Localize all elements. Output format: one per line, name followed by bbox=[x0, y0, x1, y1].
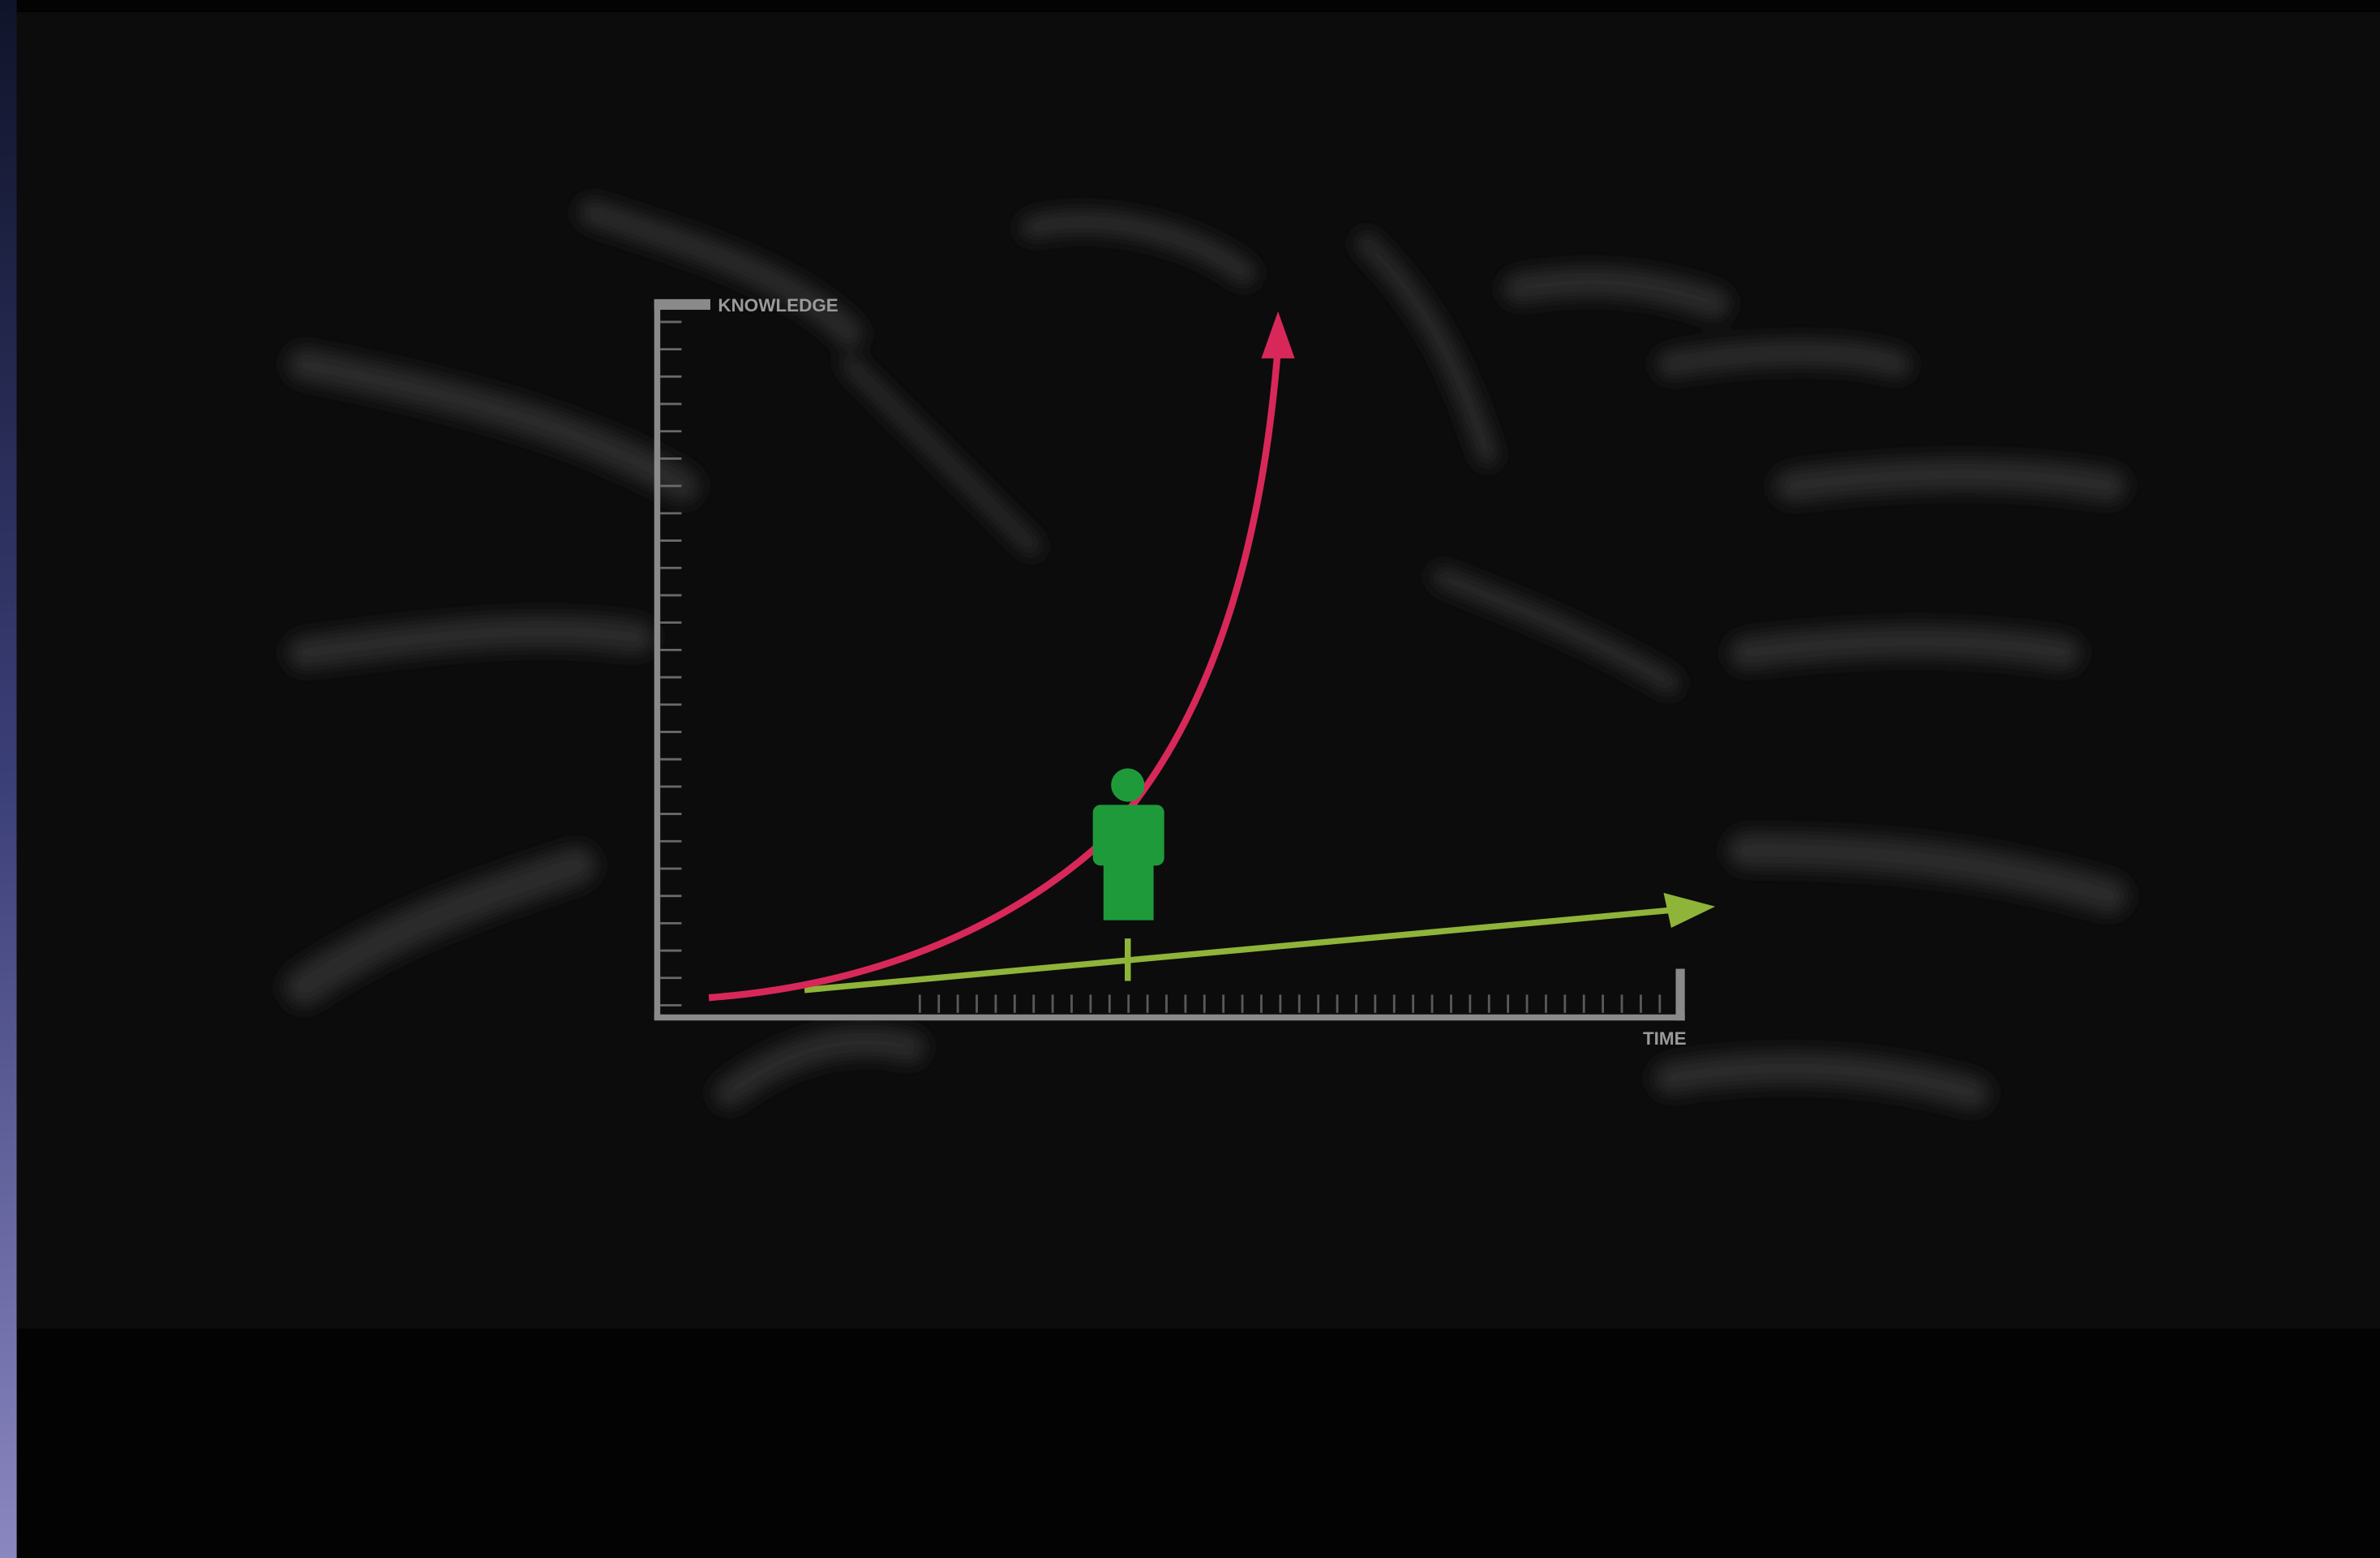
person-icon bbox=[1092, 768, 1164, 921]
x-axis-label: TIME bbox=[1643, 1028, 1687, 1049]
exponential-arrowhead bbox=[1261, 311, 1295, 358]
y-axis-cap bbox=[654, 298, 711, 310]
y-axis-ticks bbox=[660, 320, 682, 1006]
person-legs bbox=[1103, 857, 1154, 921]
linear-arrowhead bbox=[1663, 892, 1716, 928]
side-strip bbox=[0, 0, 17, 1558]
person-head bbox=[1111, 768, 1145, 802]
x-axis-ticks bbox=[918, 994, 1662, 1013]
video-frame bbox=[16, 11, 2380, 1329]
diagram: KNOWLEDGE TIME bbox=[654, 295, 1716, 1049]
linear-growth-line bbox=[804, 906, 1678, 994]
background-texture bbox=[284, 199, 2129, 1110]
y-axis-label: KNOWLEDGE bbox=[718, 295, 838, 315]
person-body bbox=[1092, 805, 1164, 866]
